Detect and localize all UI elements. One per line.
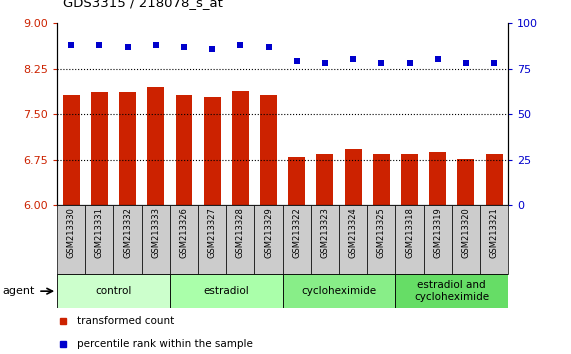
Point [377,60,386,66]
Text: estradiol and
cycloheximide: estradiol and cycloheximide [414,280,489,302]
Text: GSM213327: GSM213327 [208,207,216,258]
Point [179,44,188,50]
Point [95,42,104,48]
Text: GSM213323: GSM213323 [320,207,329,258]
Bar [401,154,418,205]
Bar [288,157,305,205]
Bar [283,274,395,308]
Bar [85,205,114,274]
Bar [170,274,283,308]
Bar [311,205,339,274]
Text: GSM213322: GSM213322 [292,207,301,258]
Bar [395,274,508,308]
Bar [345,149,361,205]
Text: percentile rank within the sample: percentile rank within the sample [78,339,254,349]
Bar [226,205,255,274]
Text: GSM213325: GSM213325 [377,207,386,258]
Bar [57,205,85,274]
Point [236,42,245,48]
Bar [114,205,142,274]
Bar [175,95,192,205]
Point [461,60,471,66]
Bar [457,159,475,205]
Point [489,60,498,66]
Text: GSM213330: GSM213330 [67,207,76,258]
Text: agent: agent [3,286,35,296]
Bar [316,154,333,205]
Point [123,44,132,50]
Bar [57,274,170,308]
Bar [485,154,502,205]
Bar [91,92,108,205]
Bar [198,205,226,274]
Bar [170,205,198,274]
Bar [255,205,283,274]
Text: GSM213332: GSM213332 [123,207,132,258]
Text: GSM213319: GSM213319 [433,207,442,258]
Text: estradiol: estradiol [203,286,249,296]
Bar [260,95,277,205]
Text: cycloheximide: cycloheximide [301,286,377,296]
Point [151,42,160,48]
Bar [480,205,508,274]
Point [348,57,357,62]
Point [67,42,76,48]
Point [320,60,329,66]
Bar [142,205,170,274]
Bar [63,95,79,205]
Text: GSM213333: GSM213333 [151,207,160,258]
Bar [232,91,249,205]
Text: GSM213328: GSM213328 [236,207,245,258]
Point [264,44,273,50]
Bar [424,205,452,274]
Text: GSM213320: GSM213320 [461,207,471,258]
Text: GSM213326: GSM213326 [179,207,188,258]
Point [433,57,443,62]
Text: GSM213329: GSM213329 [264,207,273,258]
Point [292,58,301,64]
Text: GSM213331: GSM213331 [95,207,104,258]
Text: GSM213318: GSM213318 [405,207,414,258]
Bar [452,205,480,274]
Text: GDS3315 / 218078_s_at: GDS3315 / 218078_s_at [63,0,223,9]
Bar [373,154,390,205]
Text: transformed count: transformed count [78,316,175,326]
Point [208,46,217,51]
Bar [367,205,395,274]
Text: GSM213324: GSM213324 [349,207,357,258]
Bar [395,205,424,274]
Bar [204,97,220,205]
Point [405,60,414,66]
Bar [119,92,136,205]
Text: control: control [95,286,132,296]
Bar [283,205,311,274]
Bar [429,152,446,205]
Bar [147,87,164,205]
Text: GSM213321: GSM213321 [489,207,498,258]
Bar [339,205,367,274]
